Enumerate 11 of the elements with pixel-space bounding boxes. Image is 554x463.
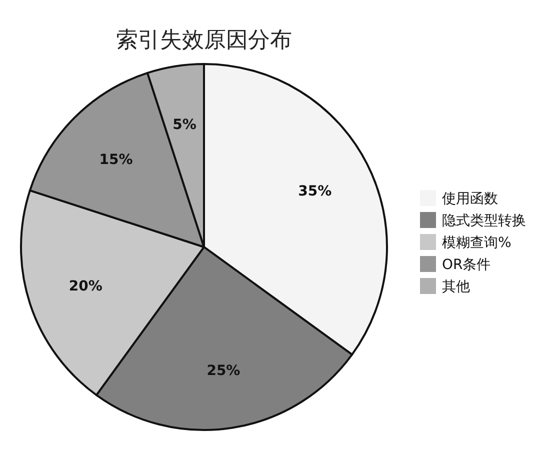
data-label: 15% <box>99 152 133 168</box>
slice-label: 使用函数 <box>442 191 498 207</box>
data-label: 25% <box>206 362 240 379</box>
data-label: 5% <box>172 117 196 134</box>
legend-label: 隐式类型转换 <box>442 213 526 229</box>
data-label: 35% <box>298 184 332 200</box>
chart-title: 索引失效原因分布 <box>116 28 292 53</box>
data-label: 20% <box>68 278 102 294</box>
legend-label: 其他 <box>442 279 470 295</box>
legend-label: OR条件 <box>442 257 491 273</box>
legend-label: 模糊查询% <box>442 235 512 251</box>
